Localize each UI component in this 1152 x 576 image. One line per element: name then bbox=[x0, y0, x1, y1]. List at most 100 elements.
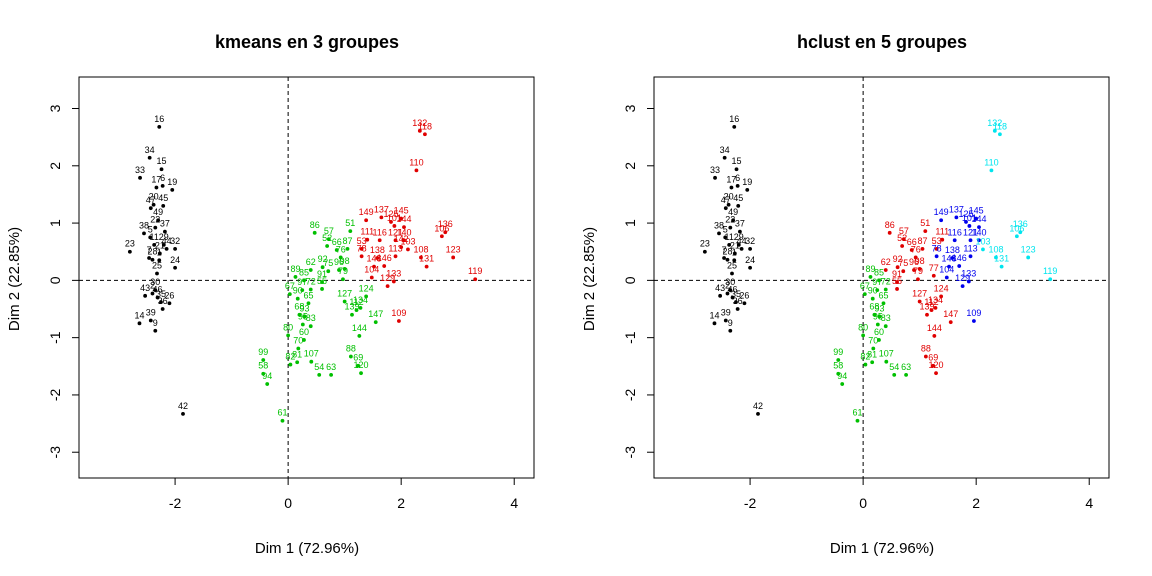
data-point bbox=[312, 230, 317, 235]
data-point bbox=[160, 307, 165, 311]
point-label: 77 bbox=[929, 263, 939, 273]
data-point bbox=[966, 279, 971, 284]
point-label: 65 bbox=[303, 290, 313, 300]
data-point bbox=[295, 360, 300, 365]
data-point bbox=[1026, 255, 1031, 260]
data-point bbox=[345, 246, 350, 251]
point-label: 146 bbox=[377, 253, 392, 263]
data-point bbox=[925, 312, 929, 317]
data-point bbox=[940, 237, 945, 242]
data-point bbox=[934, 254, 939, 259]
data-point bbox=[883, 287, 888, 292]
data-point bbox=[702, 249, 707, 254]
chart-title: hclust en 5 groupes bbox=[797, 32, 967, 52]
point-label: 17 bbox=[726, 175, 736, 185]
data-point bbox=[306, 301, 311, 306]
point-label: 39 bbox=[146, 307, 156, 317]
point-label: 125 bbox=[383, 209, 398, 219]
point-label: 63 bbox=[326, 362, 336, 372]
data-point bbox=[320, 280, 324, 284]
data-point bbox=[325, 244, 330, 248]
data-point bbox=[870, 360, 875, 365]
point-label: 44 bbox=[737, 236, 747, 246]
point-label: 35 bbox=[731, 289, 741, 299]
data-point bbox=[154, 185, 159, 190]
point-label: 80 bbox=[283, 322, 293, 332]
point-label: 110 bbox=[984, 157, 998, 167]
data-point bbox=[863, 362, 868, 367]
data-point bbox=[164, 246, 169, 251]
data-point bbox=[931, 363, 936, 368]
point-label: 144 bbox=[396, 214, 411, 224]
data-point bbox=[883, 268, 888, 272]
point-label: 98 bbox=[340, 256, 350, 266]
data-point bbox=[917, 299, 922, 304]
point-label: 26 bbox=[164, 290, 174, 300]
data-point bbox=[155, 271, 159, 276]
data-point bbox=[960, 284, 965, 288]
point-label: 57 bbox=[324, 226, 334, 236]
point-label: 118 bbox=[418, 121, 432, 131]
data-point bbox=[402, 238, 406, 243]
point-label: 33 bbox=[135, 165, 145, 175]
data-point bbox=[379, 215, 384, 220]
data-point bbox=[871, 346, 876, 351]
point-label: 11 bbox=[725, 232, 734, 242]
data-point bbox=[359, 246, 364, 251]
point-label: 37 bbox=[160, 219, 170, 229]
point-label: 94 bbox=[837, 371, 847, 381]
point-label: 37 bbox=[735, 219, 745, 229]
data-point bbox=[725, 257, 730, 262]
point-label: 25 bbox=[152, 260, 162, 270]
point-label: 24 bbox=[745, 255, 755, 265]
point-label: 116 bbox=[948, 227, 962, 237]
point-label: 22 bbox=[150, 215, 160, 225]
point-label: 106 bbox=[434, 223, 449, 233]
data-point bbox=[895, 280, 899, 284]
point-label: 96 bbox=[334, 257, 344, 267]
data-point bbox=[147, 256, 151, 260]
point-label: 116 bbox=[373, 227, 387, 237]
data-point bbox=[920, 246, 925, 251]
data-point bbox=[309, 359, 314, 364]
point-label: 147 bbox=[368, 309, 383, 319]
point-label: 57 bbox=[899, 226, 909, 236]
data-point bbox=[948, 320, 953, 325]
data-point bbox=[738, 229, 742, 234]
point-label: 149 bbox=[359, 207, 374, 217]
point-label: 52 bbox=[897, 233, 907, 243]
point-label: 14 bbox=[709, 310, 719, 320]
point-label: 78 bbox=[357, 243, 367, 253]
data-point bbox=[756, 411, 760, 416]
point-label: 91 bbox=[892, 269, 902, 279]
data-point bbox=[357, 334, 362, 338]
data-point bbox=[157, 124, 162, 129]
data-point bbox=[152, 242, 157, 247]
data-point bbox=[968, 254, 973, 259]
data-point bbox=[406, 247, 410, 252]
point-label: 107 bbox=[304, 349, 319, 359]
point-label: 123 bbox=[446, 244, 461, 254]
data-point bbox=[150, 291, 155, 296]
point-label: 42 bbox=[178, 401, 188, 411]
point-label: 32 bbox=[745, 236, 755, 246]
point-label: 88 bbox=[346, 344, 356, 354]
y-tick-label: 0 bbox=[622, 276, 638, 284]
point-label: 124 bbox=[359, 283, 374, 293]
data-point bbox=[320, 265, 325, 270]
data-point bbox=[989, 168, 994, 173]
data-point bbox=[964, 220, 968, 224]
data-point bbox=[342, 299, 347, 304]
point-label: 21 bbox=[730, 240, 740, 250]
point-label: 121 bbox=[963, 227, 978, 237]
data-point bbox=[732, 258, 737, 263]
point-label: 78 bbox=[932, 243, 942, 253]
point-label: 87 bbox=[917, 236, 927, 246]
data-point bbox=[439, 234, 444, 239]
data-point bbox=[877, 278, 881, 283]
point-label: 23 bbox=[125, 239, 135, 249]
point-label: 72 bbox=[881, 277, 891, 287]
point-label: 137 bbox=[949, 204, 964, 214]
